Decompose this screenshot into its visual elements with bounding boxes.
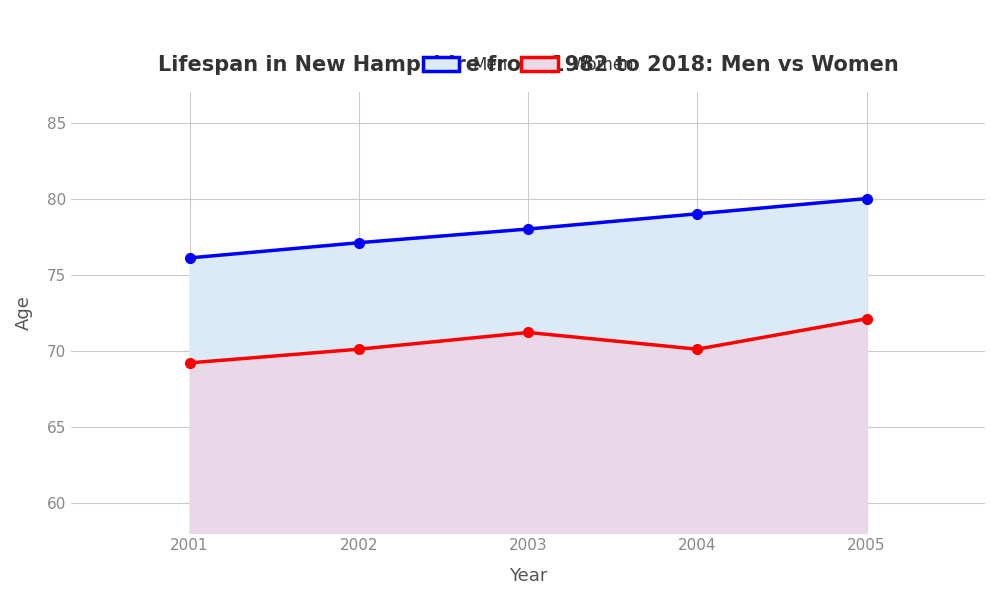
X-axis label: Year: Year [509, 567, 547, 585]
Legend: Men, Women: Men, Women [414, 47, 642, 82]
Y-axis label: Age: Age [15, 295, 33, 330]
Title: Lifespan in New Hampshire from 1982 to 2018: Men vs Women: Lifespan in New Hampshire from 1982 to 2… [158, 55, 898, 75]
